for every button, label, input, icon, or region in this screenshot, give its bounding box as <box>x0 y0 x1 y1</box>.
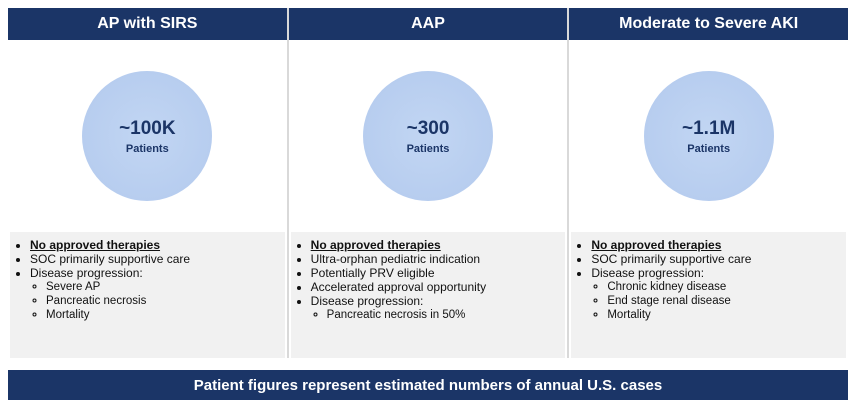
sub-bullet: Pancreatic necrosis <box>46 294 281 308</box>
column: Moderate to Severe AKI ~1.1M Patients No ap… <box>569 8 849 358</box>
patient-figure: ~300 <box>406 117 450 139</box>
bullet-text: No approved therapies <box>310 238 441 252</box>
bullet: Disease progression:Chronic kidney disea… <box>591 266 842 322</box>
columns: AP with SIRS ~100K Patients No approved the… <box>8 8 849 358</box>
bullet: No approved therapies <box>311 238 562 252</box>
bullet-box: No approved therapiesSOC primarily suppo… <box>10 232 285 358</box>
circle-area: ~1.1M Patients <box>569 40 848 232</box>
bullet-text: Accelerated approval opportunity <box>310 280 487 294</box>
bullet: Potentially PRV eligible <box>311 266 562 280</box>
column: AAP ~300 Patients No approved therapiesUltr… <box>288 8 570 358</box>
bullet: SOC primarily supportive care <box>30 252 281 266</box>
bullet: Accelerated approval opportunity <box>311 280 562 294</box>
bullet-list: No approved therapiesSOC primarily suppo… <box>18 238 281 322</box>
column: AP with SIRS ~100K Patients No approved the… <box>8 8 289 358</box>
sub-bullet: Mortality <box>46 308 281 322</box>
circle-area: ~300 Patients <box>289 40 568 232</box>
bullet-text: Potentially PRV eligible <box>310 266 435 280</box>
column-header: AAP <box>288 8 568 40</box>
bullet: No approved therapies <box>30 238 281 252</box>
column-header: Moderate to Severe AKI <box>569 8 849 40</box>
sub-bullet: End stage renal disease <box>607 294 842 308</box>
bullet-text: Disease progression: <box>591 266 705 280</box>
figure-circle: ~1.1M Patients <box>643 71 774 201</box>
patient-unit: Patients <box>406 142 450 155</box>
bullet-text: No approved therapies <box>591 238 722 252</box>
patient-unit: Patients <box>125 142 169 155</box>
patient-unit: Patients <box>687 142 731 155</box>
bullet-list: No approved therapiesSOC primarily suppo… <box>579 238 842 322</box>
sub-list: Chronic kidney diseaseEnd stage renal di… <box>591 280 842 322</box>
bullet-text: SOC primarily supportive care <box>591 252 752 266</box>
bullet: Disease progression:Pancreatic necrosis … <box>311 294 562 322</box>
bullet-text: No approved therapies <box>30 238 161 252</box>
bullet-box: No approved therapiesSOC primarily suppo… <box>571 232 847 358</box>
sub-bullet: Severe AP <box>46 280 281 294</box>
figure-circle: ~300 Patients <box>363 71 493 201</box>
bullet-box: No approved therapiesUltra-orphan pediat… <box>290 232 566 358</box>
circle-area: ~100K Patients <box>8 40 287 232</box>
bullet-text: Disease progression: <box>30 266 143 280</box>
footer-banner: Patient figures represent estimated numb… <box>8 370 848 400</box>
bullet: No approved therapies <box>591 238 842 252</box>
sub-bullet: Mortality <box>607 308 842 322</box>
bullet-list: No approved therapiesUltra-orphan pediat… <box>299 238 562 322</box>
figure-circle: ~100K Patients <box>82 71 213 201</box>
bullet: Disease progression:Severe APPancreatic … <box>30 266 281 322</box>
sub-bullet: Chronic kidney disease <box>607 280 842 294</box>
bullet: Ultra-orphan pediatric indication <box>311 252 562 266</box>
patient-figure: ~100K <box>119 117 176 139</box>
bullet-text: SOC primarily supportive care <box>30 252 191 266</box>
bullet-text: Disease progression: <box>310 294 424 308</box>
patient-figure: ~1.1M <box>682 117 736 139</box>
sub-bullet: Pancreatic necrosis in 50% <box>327 308 562 322</box>
bullet: SOC primarily supportive care <box>591 252 842 266</box>
column-header: AP with SIRS <box>8 8 287 40</box>
bullet-text: Ultra-orphan pediatric indication <box>310 252 481 266</box>
sub-list: Severe APPancreatic necrosisMortality <box>30 280 281 322</box>
sub-list: Pancreatic necrosis in 50% <box>311 308 562 322</box>
